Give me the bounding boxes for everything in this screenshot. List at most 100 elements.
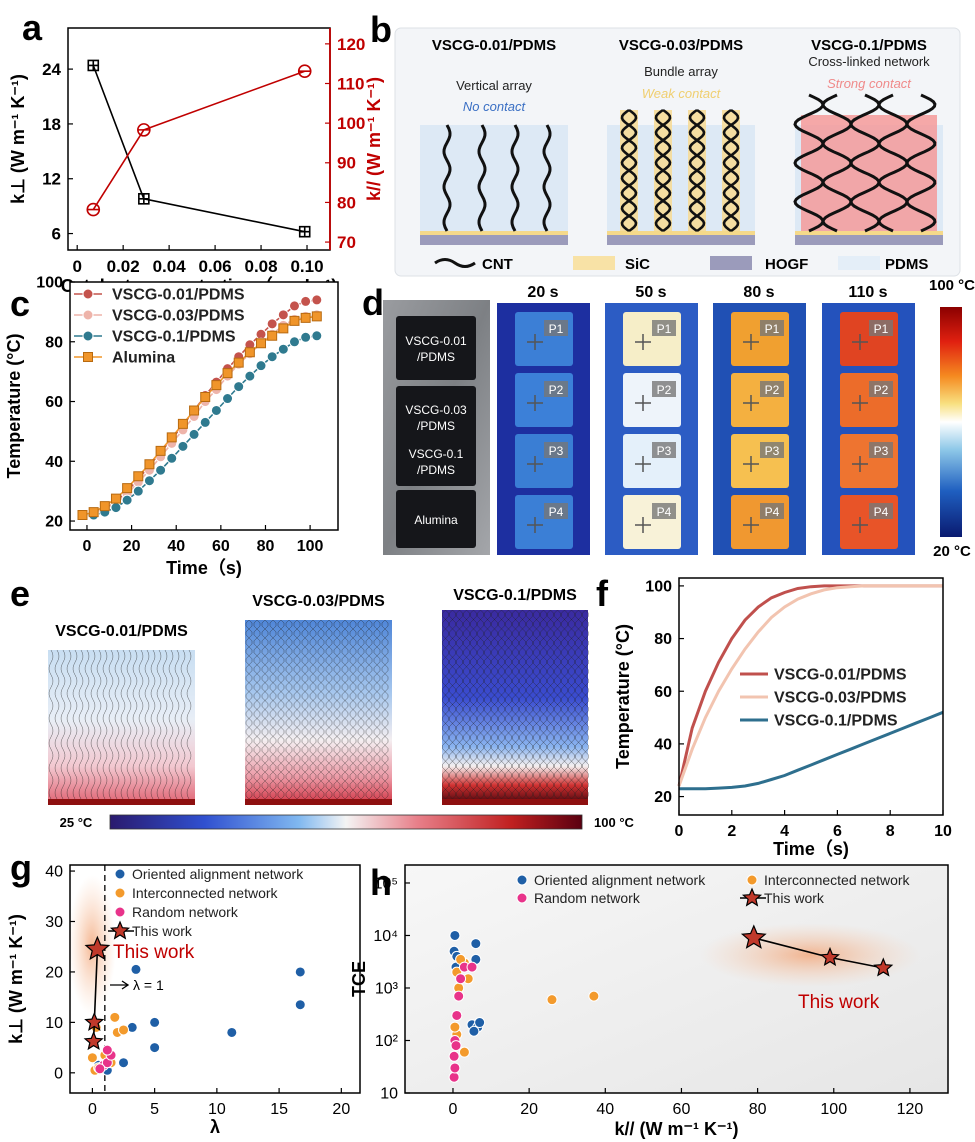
x-tick-label: 2 (727, 823, 736, 840)
y-tick-label: 10⁴ (373, 928, 398, 945)
data-point (89, 508, 98, 517)
data-point (301, 296, 311, 306)
x-axis-title: λ (210, 1117, 220, 1137)
panel-label: e (10, 573, 30, 614)
colorbar-label: 100 °C (929, 277, 975, 294)
y-tick-label: 10 (45, 1015, 63, 1032)
y-tick-label: 40 (654, 737, 672, 754)
sic-layer (607, 231, 755, 235)
sample (396, 316, 476, 380)
figure: abcdefgh00.020.040.060.080.1061218247080… (0, 0, 975, 1142)
time-label: 110 s (848, 284, 887, 301)
x-tick-label: 60 (673, 1101, 691, 1118)
legend-marker (747, 875, 757, 885)
structure-label: Bundle array (644, 64, 718, 79)
y-tick-label: 80 (654, 631, 672, 648)
data-point (150, 1017, 160, 1027)
x-tick-label: 20 (123, 538, 141, 555)
hogf-layer (420, 235, 568, 245)
data-point (312, 312, 321, 321)
data-point (289, 301, 299, 311)
legend-label: Alumina (112, 350, 175, 367)
column-title: VSCG-0.1/PDMS (811, 37, 927, 54)
y2-tick-label: 100 (337, 114, 365, 133)
x-tick-label: 20 (332, 1101, 350, 1118)
data-point (211, 405, 221, 415)
y-tick-label: 10² (375, 1033, 399, 1050)
data-point (301, 313, 310, 322)
point-label: P1 (874, 322, 889, 336)
y-axis-title: k⊥ (W m⁻¹ K⁻¹) (8, 74, 28, 204)
data-point (245, 371, 255, 381)
sample-label: VSCG-0.03 (405, 403, 467, 417)
x-tick-label: 60 (212, 538, 230, 555)
colorbar-label: 20 °C (933, 543, 971, 560)
hogf-layer (795, 235, 943, 245)
heat-source (245, 799, 392, 805)
x-tick-label: 0.06 (199, 257, 232, 276)
data-point (267, 352, 277, 362)
x-axis-title: k// (W m⁻¹ K⁻¹) (615, 1119, 739, 1139)
y-tick-label: 40 (45, 864, 63, 881)
data-point (95, 1064, 105, 1074)
data-point (295, 1000, 305, 1010)
data-point (256, 361, 266, 371)
legend-label: VSCG-0.03/PDMS (112, 308, 245, 325)
legend-label: VSCG-0.1/PDMS (112, 329, 236, 346)
data-point (278, 344, 288, 354)
structure-label: Cross-linked network (808, 54, 930, 69)
data-point (156, 465, 166, 475)
x-tick-label: 8 (886, 823, 895, 840)
hogf-layer (607, 235, 755, 245)
time-label: 80 s (743, 284, 774, 301)
simulation-title: VSCG-0.01/PDMS (55, 623, 188, 640)
x-tick-label: 40 (167, 538, 185, 555)
y-axis-title: Temperature (°C) (613, 624, 633, 769)
point-label: P3 (549, 444, 564, 458)
x-tick-label: 40 (596, 1101, 614, 1118)
data-point (547, 995, 557, 1005)
panel-label: g (10, 847, 32, 888)
legend-swatch (710, 256, 752, 270)
legend-label: SiC (625, 256, 650, 273)
data-point (475, 1018, 485, 1028)
column-title: VSCG-0.03/PDMS (619, 37, 743, 54)
data-point (223, 394, 233, 404)
point-label: P1 (657, 322, 672, 336)
time-label: 50 s (635, 284, 666, 301)
point-label: P2 (657, 383, 672, 397)
point-label: P4 (549, 505, 564, 519)
simulation-title: VSCG-0.03/PDMS (252, 593, 385, 610)
legend-label: VSCG-0.03/PDMS (774, 690, 907, 707)
y-tick-label: 18 (42, 115, 61, 134)
data-point (87, 1053, 97, 1063)
point-label: P4 (874, 505, 889, 519)
data-point (167, 433, 176, 442)
legend-marker (84, 353, 93, 362)
panel-label: a (22, 7, 43, 48)
point-label: P1 (549, 322, 564, 336)
data-point (452, 1010, 462, 1020)
point-label: P3 (874, 444, 889, 458)
data-point (312, 295, 322, 305)
data-point (156, 446, 165, 455)
data-point (301, 332, 311, 342)
point-label: P2 (549, 383, 564, 397)
contact-label: No contact (463, 99, 527, 114)
data-point (131, 964, 141, 974)
y2-tick-label: 90 (337, 154, 356, 173)
data-point (449, 1051, 459, 1061)
legend-marker (115, 869, 125, 879)
data-point (167, 453, 177, 463)
data-point (456, 974, 466, 984)
x-tick-label: 80 (749, 1101, 767, 1118)
data-point (100, 502, 109, 511)
y-tick-label: 30 (45, 914, 63, 931)
data-point (449, 1072, 459, 1082)
legend-marker (517, 875, 527, 885)
data-point (450, 1022, 460, 1032)
simulation-title: VSCG-0.1/PDMS (453, 587, 577, 604)
y-tick-label: 60 (654, 684, 672, 701)
point-label: P3 (657, 444, 672, 458)
legend-label: VSCG-0.01/PDMS (774, 667, 907, 684)
